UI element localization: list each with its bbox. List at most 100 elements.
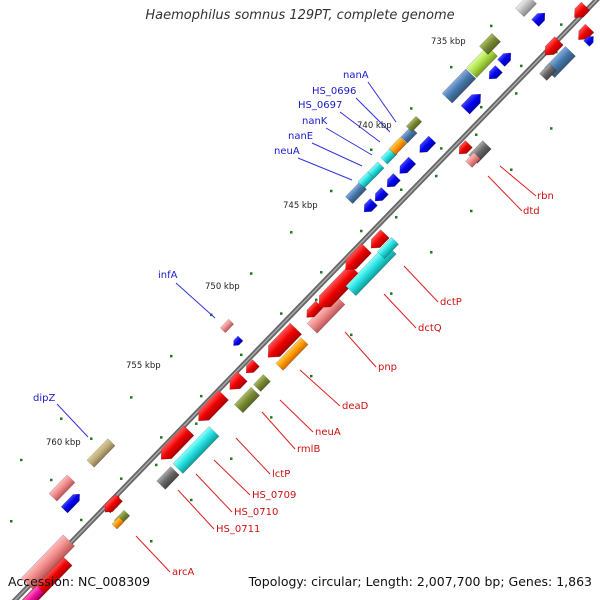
gene-block[interactable] <box>172 426 220 474</box>
label-leader <box>339 111 381 143</box>
gene-block[interactable] <box>441 68 477 104</box>
gene-block[interactable] <box>345 181 367 205</box>
gc-dot <box>395 216 398 219</box>
forward-gene-labels: nanA HS_0696 HS_0697 nanK nanE neuA infA… <box>33 70 369 404</box>
gene-block[interactable] <box>111 516 125 530</box>
gene-label-HS_0711[interactable]: HS_0711 <box>216 524 260 535</box>
gene-block[interactable] <box>400 126 418 144</box>
gene-block[interactable] <box>341 243 372 274</box>
gene-block[interactable] <box>377 236 399 260</box>
gene-block[interactable] <box>574 23 595 44</box>
gc-dot <box>160 436 163 439</box>
gene-block[interactable] <box>86 438 116 468</box>
gene-label-HS_0709[interactable]: HS_0709 <box>252 490 296 501</box>
gc-dot <box>480 105 483 109</box>
gene-label-dtd[interactable]: dtd <box>523 206 540 217</box>
label-leader <box>177 489 215 530</box>
gene-block[interactable] <box>396 156 417 177</box>
gene-block[interactable] <box>253 374 271 392</box>
gene-label-lctP[interactable]: lctP <box>272 469 290 480</box>
gene-label-HS_0696[interactable]: HS_0696 <box>312 86 356 97</box>
gene-block[interactable] <box>416 135 437 156</box>
gc-dot <box>515 92 518 95</box>
label-leader <box>311 142 363 167</box>
gene-block[interactable] <box>570 1 591 22</box>
gene-block[interactable] <box>21 534 75 590</box>
gene-label-HS_0697[interactable]: HS_0697 <box>298 100 342 111</box>
gc-dot <box>315 298 318 302</box>
gc-dot <box>50 478 53 482</box>
gene-block[interactable] <box>541 36 564 60</box>
gene-block[interactable] <box>388 136 408 156</box>
label-leader <box>135 535 171 573</box>
gene-block[interactable] <box>243 359 260 376</box>
gene-block[interactable] <box>466 46 498 78</box>
gene-block[interactable] <box>60 491 83 514</box>
gene-block[interactable] <box>465 152 481 168</box>
gene-block[interactable] <box>486 65 503 82</box>
accession-label: Accession: NC_008309 <box>8 574 151 589</box>
gene-block[interactable] <box>531 9 549 27</box>
gene-block[interactable] <box>583 34 597 47</box>
scale-label: 750 kbp <box>205 282 240 292</box>
gene-block[interactable] <box>225 371 248 395</box>
gene-block[interactable] <box>460 90 485 115</box>
gene-block[interactable] <box>456 140 473 157</box>
gene-block[interactable] <box>539 63 557 81</box>
gene-block[interactable] <box>357 171 375 189</box>
gc-dot <box>155 463 158 467</box>
label-leader <box>499 165 537 197</box>
gene-label-dctQ[interactable]: dctQ <box>418 323 442 334</box>
gc-dot <box>60 417 63 420</box>
gene-label-nanK[interactable]: nanK <box>302 116 328 127</box>
gc-dot <box>400 188 403 191</box>
gc-dot <box>440 147 443 150</box>
gene-label-nanE[interactable]: nanE <box>288 131 313 142</box>
gene-block[interactable] <box>231 335 244 348</box>
gene-block[interactable] <box>367 161 385 179</box>
label-leader <box>325 127 373 156</box>
gene-block[interactable] <box>405 115 423 133</box>
genome-summary: Topology: circular; Length: 2,007,700 bp… <box>248 574 592 589</box>
gene-block[interactable] <box>233 386 261 414</box>
gene-block[interactable] <box>275 337 309 371</box>
gene-block[interactable] <box>193 389 229 426</box>
gene-block[interactable] <box>384 173 401 190</box>
gene-label-rbn[interactable]: rbn <box>537 191 554 202</box>
label-leader <box>383 293 417 329</box>
gc-dot <box>550 127 553 130</box>
gc-dot <box>310 374 313 378</box>
gene-block[interactable] <box>219 318 235 334</box>
gc-dot <box>10 520 13 523</box>
gene-block[interactable] <box>48 474 76 502</box>
gene-block[interactable] <box>367 229 390 253</box>
gc-dot <box>410 107 413 110</box>
gc-dot <box>360 229 363 233</box>
gene-block[interactable] <box>156 425 195 464</box>
gene-block[interactable] <box>156 466 180 490</box>
gene-label-neuA[interactable]: neuA <box>274 146 300 157</box>
gene-block[interactable] <box>372 187 389 204</box>
gene-label-pnp[interactable]: pnp <box>378 362 397 373</box>
gene-block[interactable] <box>515 0 537 17</box>
gc-dot <box>435 174 438 178</box>
gene-block[interactable] <box>361 198 378 215</box>
gc-dot <box>80 518 83 522</box>
gene-block[interactable] <box>101 493 123 515</box>
gene-label-dctP[interactable]: dctP <box>440 297 462 308</box>
gene-label-dipZ[interactable]: dipZ <box>33 393 55 404</box>
gene-label-neuA-reverse[interactable]: neuA <box>315 427 341 438</box>
gene-label-deaD[interactable]: deaD <box>342 401 369 412</box>
gene-label-nanA[interactable]: nanA <box>343 70 369 81</box>
gene-label-arcA[interactable]: arcA <box>172 567 195 578</box>
gc-dot <box>370 148 373 151</box>
gene-block[interactable] <box>479 33 501 55</box>
gene-label-infA[interactable]: infA <box>158 270 178 281</box>
gc-dot <box>280 312 283 315</box>
gene-block[interactable] <box>262 322 303 363</box>
gene-block[interactable] <box>497 49 515 67</box>
gene-block[interactable] <box>15 585 45 600</box>
gene-label-HS_0710[interactable]: HS_0710 <box>234 507 278 518</box>
gene-label-rmlB[interactable]: rmlB <box>297 444 320 455</box>
